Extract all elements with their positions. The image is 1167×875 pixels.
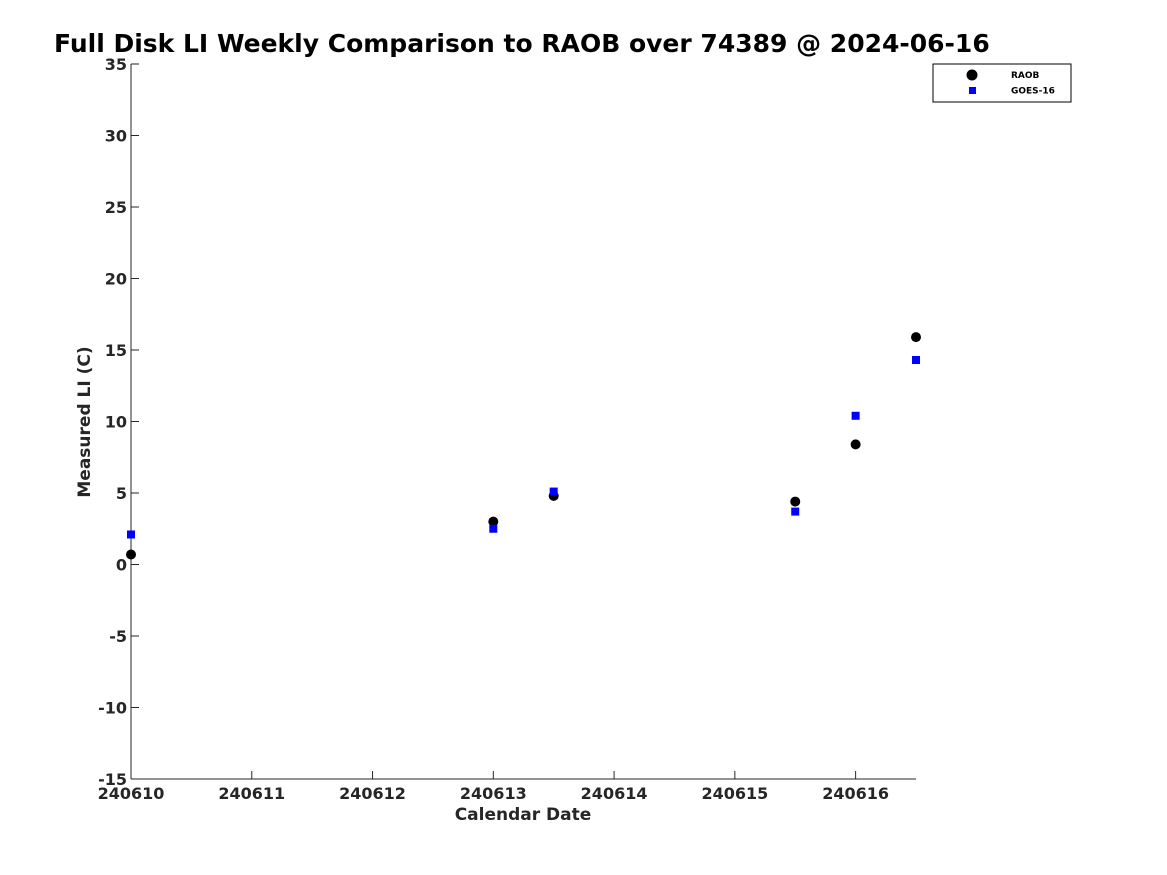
goes-16-point (912, 356, 920, 365)
x-tick-label: 240610 (98, 784, 165, 803)
legend-box (932, 63, 1072, 103)
y-tick-label: -10 (98, 699, 127, 718)
x-axis-label: Calendar Date (455, 805, 592, 825)
x-tick-label: 240613 (460, 784, 527, 803)
y-tick-label: -5 (109, 627, 127, 646)
raob-point (790, 496, 801, 507)
x-tick-label: 240616 (822, 784, 889, 803)
data-points (126, 332, 921, 560)
y-tick-label: 0 (116, 556, 127, 575)
legend: RAOB GOES-16 (932, 63, 1072, 103)
x-tick-label: 240615 (701, 784, 768, 803)
legend-marker-goes-16 (969, 87, 976, 94)
goes-16-point (851, 411, 860, 420)
legend-marker-raob (966, 69, 978, 81)
y-tick-label: 5 (116, 484, 127, 503)
raob-point (911, 332, 921, 343)
y-tick-label: 35 (105, 55, 127, 74)
x-axis-ticks: 240610 240611 240612 240613 240614 240615 2406… (98, 771, 889, 803)
y-tick-label: 20 (105, 270, 127, 289)
legend-label-raob: RAOB (1011, 71, 1040, 81)
x-tick-label: 240611 (218, 784, 285, 803)
y-tick-label: -15 (98, 770, 127, 789)
y-axis-ticks: 35 30 25 20 15 10 5 0 -5 -10 -15 (98, 55, 139, 789)
goes-16-point (127, 530, 135, 539)
chart-title: Full Disk LI Weekly Comparison to RAOB o… (54, 29, 990, 58)
goes-16-point (489, 524, 498, 533)
goes-16-point (549, 487, 558, 496)
x-tick-label: 240612 (339, 784, 406, 803)
y-tick-label: 10 (105, 413, 127, 432)
goes-16-point (791, 507, 800, 516)
y-tick-label: 25 (105, 198, 127, 217)
y-tick-label: 15 (105, 341, 127, 360)
y-axis-label: Measured LI (C) (75, 346, 95, 497)
raob-point (126, 549, 136, 560)
x-tick-label: 240614 (581, 784, 648, 803)
raob-point (850, 439, 861, 450)
y-tick-label: 30 (105, 127, 127, 146)
legend-label-goes-16: GOES-16 (1011, 87, 1055, 97)
raob-point (488, 516, 499, 527)
